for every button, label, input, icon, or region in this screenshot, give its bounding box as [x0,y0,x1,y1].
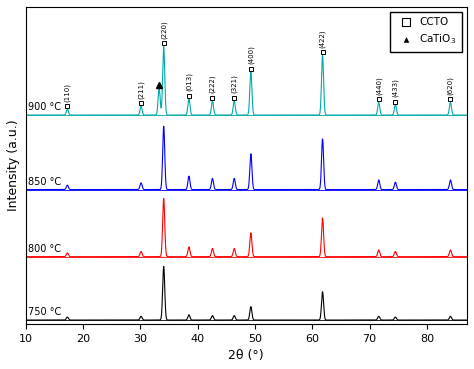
Y-axis label: Intensity (a.u.): Intensity (a.u.) [7,120,20,211]
Text: (220): (220) [161,20,167,39]
Text: (433): (433) [392,78,399,97]
Text: (400): (400) [247,45,254,64]
Text: (422): (422) [319,29,326,48]
Text: (110): (110) [64,83,71,101]
Text: (222): (222) [209,75,216,93]
Text: (620): (620) [447,76,454,95]
Text: 900 °C: 900 °C [28,102,61,112]
Text: (321): (321) [231,75,237,93]
Text: (013): (013) [186,72,192,91]
Text: (440): (440) [375,76,382,95]
Text: 800 °C: 800 °C [28,244,61,254]
Legend: CCTO, CaTiO$_3$: CCTO, CaTiO$_3$ [390,12,462,52]
Text: (211): (211) [138,80,144,99]
Text: 750 °C: 750 °C [28,307,62,317]
Text: 850 °C: 850 °C [28,177,62,187]
X-axis label: 2θ (°): 2θ (°) [228,349,264,362]
